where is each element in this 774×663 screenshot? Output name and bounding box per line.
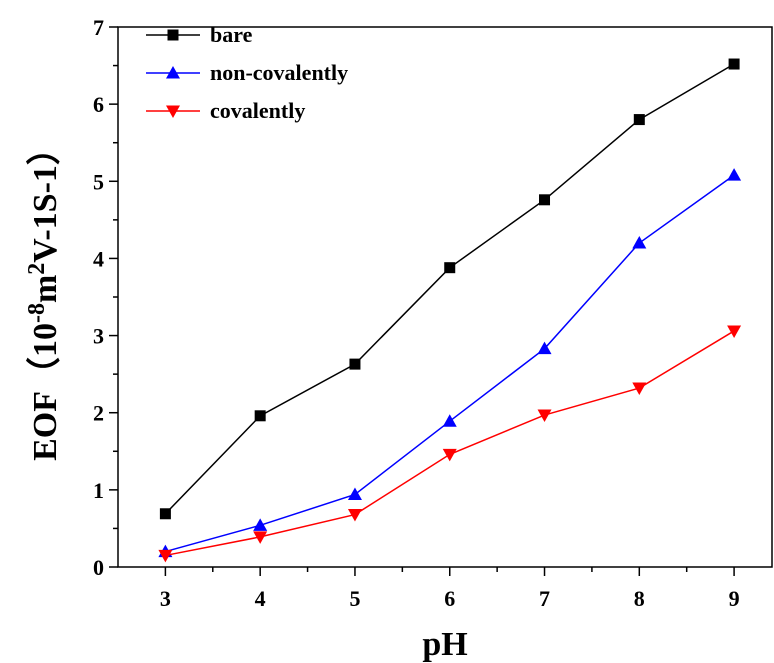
x-axis: 3 4 5 6 7 8 9 bbox=[160, 567, 740, 611]
y-axis-title-sup4: -1 bbox=[27, 165, 64, 193]
series-group bbox=[158, 58, 742, 563]
legend-marker bbox=[166, 105, 180, 118]
y-axis-title-sup2: 2 bbox=[24, 263, 50, 275]
series-covalently bbox=[158, 325, 742, 563]
data-point-covalently bbox=[727, 325, 742, 338]
legend-item-non-covalently: non-covalently bbox=[146, 60, 348, 85]
y-tick-label: 0 bbox=[93, 555, 104, 580]
y-axis-title-sup1: -8 bbox=[24, 303, 50, 323]
data-point-bare bbox=[254, 410, 266, 422]
y-axis-title-sup3: -1 bbox=[27, 212, 64, 240]
series-bare bbox=[159, 58, 740, 520]
legend-item-covalently: covalently bbox=[146, 98, 305, 123]
y-axis: 0 1 2 3 4 5 6 7 bbox=[93, 15, 118, 580]
series-line-covalently bbox=[165, 330, 735, 557]
series-line-bare bbox=[164, 63, 735, 515]
data-point-covalently bbox=[632, 382, 647, 396]
y-tick-label: 5 bbox=[93, 169, 104, 194]
data-point-covalently bbox=[347, 509, 362, 522]
y-axis-title-mid2: V bbox=[27, 238, 64, 263]
data-point-covalently bbox=[253, 531, 268, 544]
data-point-covalently bbox=[442, 448, 457, 462]
y-axis-title-suffix: ） bbox=[25, 131, 64, 165]
y-tick-label: 4 bbox=[93, 246, 104, 271]
data-point-bare bbox=[349, 358, 361, 370]
data-point-non-covalently bbox=[727, 168, 742, 181]
y-tick-label: 2 bbox=[93, 401, 104, 426]
y-axis-title-mid1: m bbox=[27, 275, 64, 303]
data-point-bare bbox=[159, 508, 171, 520]
data-point-covalently bbox=[158, 549, 173, 563]
data-point-bare bbox=[728, 58, 740, 70]
x-tick-label: 7 bbox=[539, 586, 550, 611]
x-axis-title: pH bbox=[422, 626, 467, 663]
x-tick-label: 5 bbox=[349, 586, 360, 611]
y-axis-title-mid3: S bbox=[27, 193, 64, 212]
data-point-non-covalently bbox=[253, 518, 268, 531]
data-point-non-covalently bbox=[632, 236, 647, 249]
x-tick-label: 3 bbox=[160, 586, 171, 611]
data-point-non-covalently bbox=[347, 487, 362, 500]
series-line-non-covalently bbox=[165, 174, 735, 553]
data-point-bare bbox=[539, 194, 551, 206]
x-tick-label: 4 bbox=[255, 586, 266, 611]
y-axis-title: EOF（10-8m2V-1S-1） bbox=[24, 131, 64, 461]
legend: bare non-covalently covalently bbox=[146, 22, 348, 123]
legend-item-bare: bare bbox=[146, 22, 253, 47]
legend-marker bbox=[167, 29, 179, 41]
legend-label: bare bbox=[210, 22, 253, 47]
data-point-covalently bbox=[537, 409, 552, 423]
legend-marker bbox=[166, 66, 180, 79]
y-axis-title-prefix: EOF（10 bbox=[25, 323, 64, 461]
y-tick-label: 1 bbox=[93, 478, 104, 503]
y-tick-label: 3 bbox=[93, 324, 104, 349]
legend-label: non-covalently bbox=[210, 60, 348, 85]
data-point-non-covalently bbox=[442, 414, 457, 427]
y-tick-label: 7 bbox=[93, 15, 104, 40]
data-point-bare bbox=[633, 114, 645, 126]
y-tick-label: 6 bbox=[93, 92, 104, 117]
x-tick-label: 6 bbox=[444, 586, 455, 611]
x-tick-label: 9 bbox=[729, 586, 740, 611]
series-non-covalently bbox=[158, 168, 742, 558]
x-tick-label: 8 bbox=[634, 586, 645, 611]
legend-label: covalently bbox=[210, 98, 305, 123]
data-point-non-covalently bbox=[537, 341, 552, 355]
data-point-bare bbox=[444, 262, 456, 274]
